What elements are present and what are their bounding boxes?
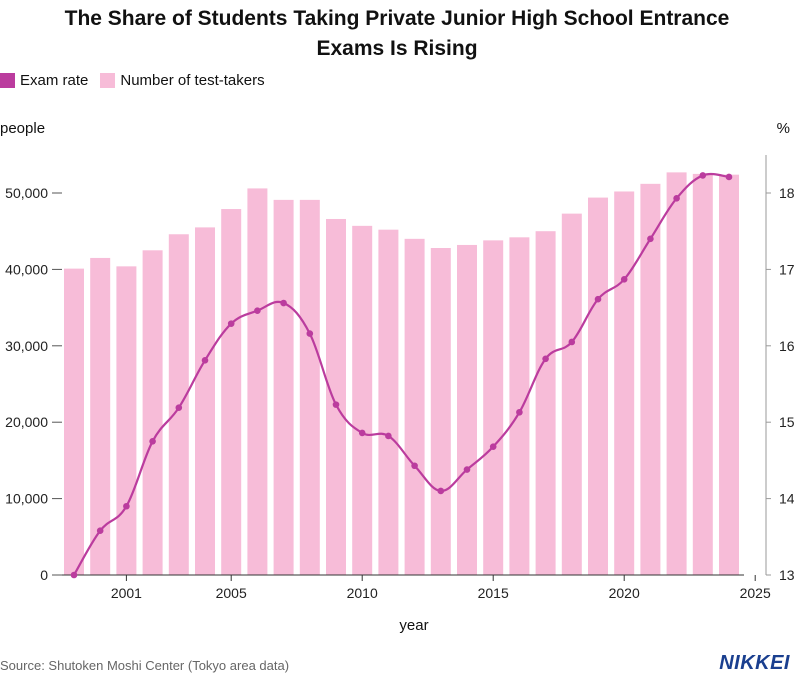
bar-2014 <box>457 244 477 575</box>
bar-1999 <box>64 268 84 575</box>
right-tick-label-18: 18 <box>779 185 794 201</box>
legend-label-exam-rate: Exam rate <box>20 71 89 89</box>
exam-rate-point-1999 <box>70 571 78 579</box>
legend-label-test-takers: Number of test-takers <box>120 71 265 89</box>
bar-2022 <box>666 172 687 575</box>
left-tick-label-30000: 30,000 <box>5 338 48 354</box>
right-tick-label-13: 13 <box>779 567 794 583</box>
exam-rate-point-2002 <box>149 438 156 445</box>
bar-2024 <box>719 174 739 575</box>
bar-2021 <box>640 183 661 575</box>
exam-rate-point-2011 <box>385 432 392 440</box>
exam-rate-point-2018 <box>568 338 576 346</box>
bar-2011 <box>378 229 399 575</box>
legend: Exam rate Number of test-takers <box>0 70 277 90</box>
x-tick-label-2015: 2015 <box>478 585 509 601</box>
exam-rate-point-2017 <box>542 355 549 363</box>
source-note: Source: Shutoken Moshi Center (Tokyo are… <box>0 658 290 673</box>
bar-2008 <box>299 199 320 575</box>
x-tick-label-2020: 2020 <box>609 585 640 601</box>
bar-2020 <box>614 191 635 576</box>
exam-rate-point-2007 <box>280 299 287 307</box>
exam-rate-point-2006 <box>254 307 261 314</box>
legend-item-exam-rate: Exam rate <box>0 72 88 89</box>
right-tick-label-16: 16 <box>779 338 794 354</box>
bar-2010 <box>352 225 373 576</box>
exam-rate-point-2021 <box>647 235 654 243</box>
left-tick-label-40000: 40,000 <box>5 261 48 277</box>
exam-rate-point-2004 <box>201 357 209 364</box>
bar-2017 <box>535 231 556 575</box>
left-tick-label-10000: 10,000 <box>5 491 48 507</box>
nikkei-logo: NIKKEI <box>719 652 790 674</box>
exam-rate-point-2001 <box>123 502 130 510</box>
bar-2009 <box>326 218 346 575</box>
bar-2000 <box>90 257 111 575</box>
bar-2006 <box>247 188 268 575</box>
bar-2023 <box>692 173 713 575</box>
x-tick-label-2005: 2005 <box>216 585 247 601</box>
exam-rate-point-2019 <box>594 295 602 303</box>
chart-title: The Share of Students Taking Private Jun… <box>0 4 794 64</box>
exam-rate-point-2015 <box>489 443 497 450</box>
bar-2018 <box>561 213 582 576</box>
exam-rate-point-2023 <box>699 172 707 179</box>
bar-2013 <box>430 248 451 575</box>
exam-rate-point-2003 <box>175 404 183 411</box>
bar-2012 <box>404 238 425 575</box>
exam-rate-point-2016 <box>516 408 523 416</box>
legend-swatch-exam-rate <box>0 72 15 88</box>
left-tick-label-0: 0 <box>40 567 48 583</box>
exam-rate-point-2000 <box>96 527 104 534</box>
legend-item-test-takers: Number of test-takers <box>100 71 265 89</box>
exam-rate-point-2010 <box>358 429 366 437</box>
exam-rate-point-2013 <box>437 487 445 495</box>
bar-2002 <box>142 250 163 576</box>
right-axis-unit: % <box>776 120 790 137</box>
x-tick-label-2001: 2001 <box>111 585 142 601</box>
right-tick-label-14: 14 <box>779 491 794 507</box>
chart-title-line-2: Exams Is Rising <box>316 37 478 60</box>
exam-rate-point-2024 <box>725 173 733 181</box>
right-tick-label-17: 17 <box>779 261 794 277</box>
x-tick-label-2025: 2025 <box>740 585 771 601</box>
legend-swatch-test-takers <box>100 72 116 88</box>
bar-2007 <box>273 199 294 575</box>
exam-rate-point-2014 <box>463 466 471 473</box>
left-tick-label-50000: 50,000 <box>5 185 48 201</box>
x-tick-label-2010: 2010 <box>347 585 378 601</box>
chart-title-line-1: The Share of Students Taking Private Jun… <box>64 7 730 30</box>
bar-2015 <box>483 240 504 576</box>
bar-2005 <box>221 209 242 575</box>
left-axis-unit: people <box>0 120 46 137</box>
right-tick-label-15: 15 <box>779 414 794 430</box>
bar-2001 <box>116 266 137 575</box>
exam-rate-point-2020 <box>620 276 628 283</box>
bar-2019 <box>588 197 608 576</box>
exam-rate-point-2022 <box>673 195 680 202</box>
exam-rate-point-2009 <box>332 401 340 408</box>
exam-rate-point-2008 <box>306 330 314 337</box>
bar-2016 <box>509 237 530 575</box>
exam-rate-point-2012 <box>411 462 418 470</box>
bar-2004 <box>195 227 215 575</box>
x-axis-label: year <box>399 617 428 634</box>
exam-rate-point-2005 <box>227 320 235 327</box>
left-tick-label-20000: 20,000 <box>5 414 48 430</box>
